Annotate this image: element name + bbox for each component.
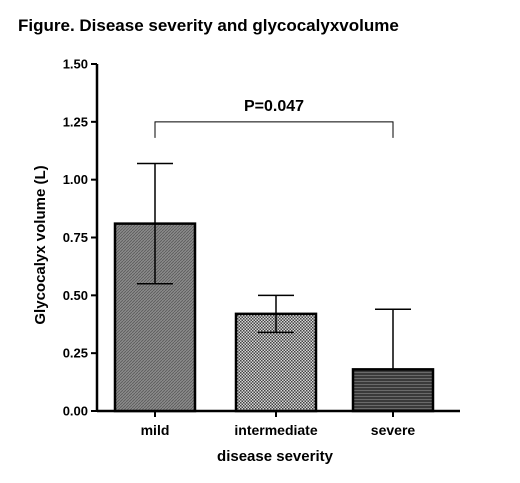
y-tick-label: 0.25 — [63, 346, 88, 361]
x-tick-label-severe: severe — [371, 422, 416, 438]
bar-severe — [351, 368, 435, 413]
y-tick-label: 0.75 — [63, 230, 88, 245]
error-bar-severe — [375, 308, 411, 370]
y-tick-label: 1.50 — [63, 57, 88, 72]
y-axis-title: Glycocalyx volume (L) — [32, 165, 49, 324]
p-value-label: P=0.047 — [244, 98, 304, 115]
chart-title: Figure. Disease severity and glycocalyxv… — [18, 16, 399, 35]
error-bar-intermediate — [258, 294, 294, 334]
y-axis: 0.00 0.25 0.50 0.75 1.00 1.25 1.50 — [63, 57, 99, 419]
y-tick-label: 1.00 — [63, 172, 88, 187]
y-tick-label: 0.00 — [63, 404, 88, 419]
y-tick-label: 1.25 — [63, 114, 88, 129]
x-axis-title: disease severity — [217, 448, 334, 465]
significance-annotation: P=0.047 — [154, 98, 394, 138]
significance-bracket — [154, 121, 394, 138]
x-tick-label-intermediate: intermediate — [234, 422, 317, 438]
y-tick-label: 0.50 — [63, 288, 88, 303]
error-bars — [137, 162, 411, 370]
error-bar-mild — [137, 162, 173, 285]
bars — [113, 222, 435, 413]
x-axis: mild intermediate severe — [97, 409, 460, 438]
x-tick-label-mild: mild — [141, 422, 170, 438]
